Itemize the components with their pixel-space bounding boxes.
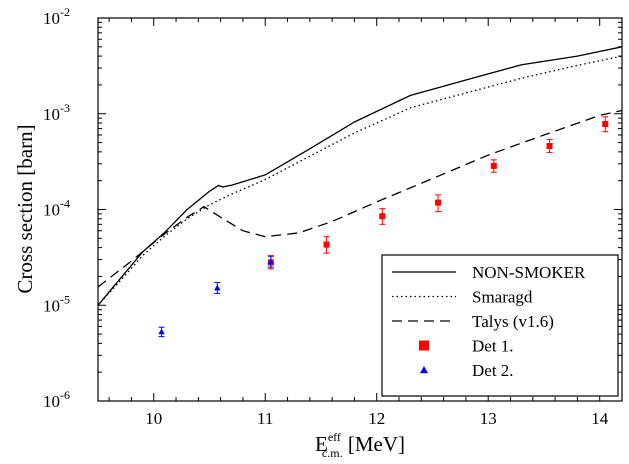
x-tick-label: 11 <box>257 409 273 428</box>
series-lines <box>98 46 622 306</box>
y-tick-base: 10 <box>43 105 60 124</box>
x-axis-title-main: E <box>315 432 328 456</box>
data-point-square <box>379 213 386 220</box>
y-tick-base: 10 <box>43 201 60 220</box>
y-tick-labels: 10-610-510-410-310-2 <box>43 5 70 411</box>
legend-swatch-3 <box>419 340 429 351</box>
y-tick-base: 10 <box>43 296 60 315</box>
legend-label-4: Det 2. <box>472 361 514 380</box>
x-tick-labels: 10 11 12 13 14 <box>145 409 608 428</box>
y-tick-base: 10 <box>43 392 60 411</box>
data-point-square <box>323 241 330 248</box>
legend: NON-SMOKER Smaragd Talys (v1.6) Det 1. Det 2… <box>381 254 619 397</box>
data-point-square <box>435 199 442 206</box>
legend-items: NON-SMOKER Smaragd Talys (v1.6) Det 1. Det 2… <box>392 263 586 380</box>
x-tick-label: 13 <box>480 409 497 428</box>
series-line-0 <box>98 46 622 306</box>
y-tick-exp: -2 <box>60 5 70 19</box>
y-tick-label: 10-4 <box>43 197 70 220</box>
legend-swatch-4 <box>420 366 428 374</box>
data-point-square <box>546 143 553 150</box>
legend-label-2: Talys (v1.6) <box>472 312 554 331</box>
x-axis-title-sub: c.m. <box>322 446 343 460</box>
data-point-triangle <box>214 284 221 291</box>
data-point-triangle <box>267 258 275 265</box>
y-tick-exp: -6 <box>60 388 70 402</box>
x-axis-title-sup: eff <box>328 430 341 444</box>
y-tick-exp: -5 <box>60 292 70 306</box>
y-tick-exp: -3 <box>60 101 70 115</box>
series-line-1 <box>98 55 622 306</box>
data-point-square <box>490 162 497 169</box>
legend-label-0: NON-SMOKER <box>472 263 586 282</box>
series-line-2 <box>98 109 622 288</box>
data-point-triangle <box>158 328 165 335</box>
y-tick-label: 10-3 <box>43 101 70 124</box>
x-tick-label: 10 <box>145 409 162 428</box>
y-tick-base: 10 <box>43 9 60 28</box>
y-axis-title: Cross section [barn] <box>13 124 37 293</box>
series-points <box>158 116 609 338</box>
x-tick-label: 14 <box>591 409 609 428</box>
legend-label-3: Det 1. <box>472 337 514 356</box>
axis-ticks <box>98 17 623 402</box>
y-tick-label: 10-5 <box>43 292 70 315</box>
data-point-square <box>602 121 609 128</box>
legend-label-1: Smaragd <box>472 288 533 307</box>
y-tick-label: 10-2 <box>43 5 70 28</box>
x-axis-title-unit: [MeV] <box>343 432 405 456</box>
y-tick-label: 10-6 <box>43 388 70 411</box>
x-axis-title: Eeff c.m. [MeV] <box>315 430 405 460</box>
x-tick-label: 12 <box>368 409 385 428</box>
y-tick-exp: -4 <box>60 197 70 211</box>
